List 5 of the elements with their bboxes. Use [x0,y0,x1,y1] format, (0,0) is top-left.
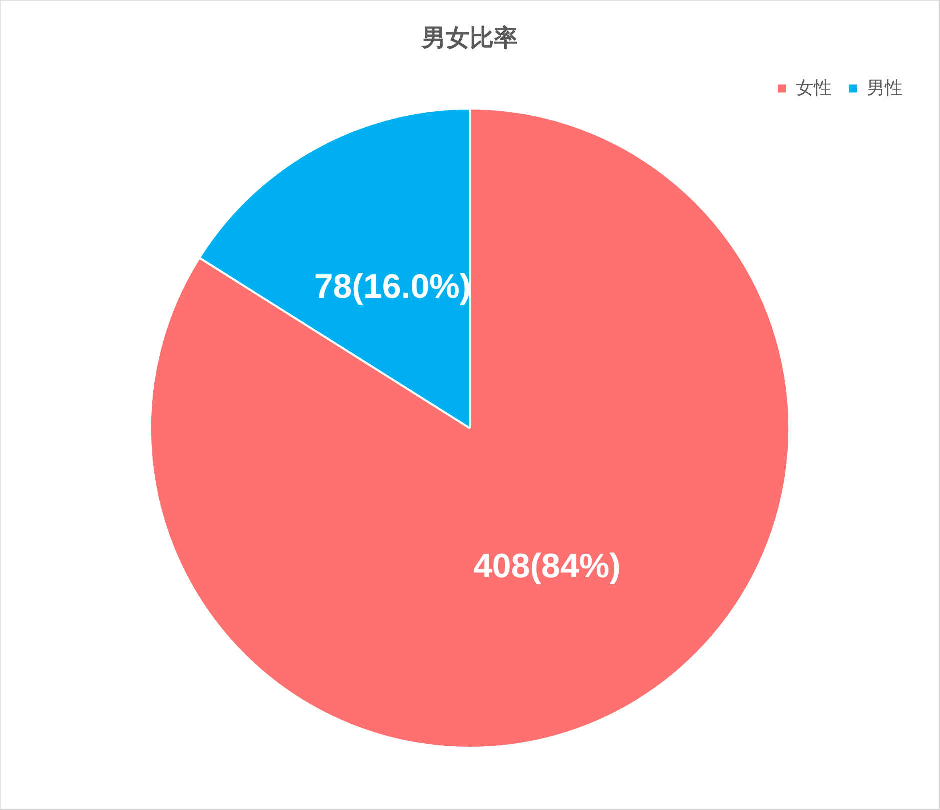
legend-label: 男性 [867,78,903,98]
chart-title: 男女比率 [421,25,518,52]
data-label: 78(16.0%) [314,268,472,306]
data-label: 408(84%) [473,548,621,586]
legend-label: 女性 [796,78,832,98]
